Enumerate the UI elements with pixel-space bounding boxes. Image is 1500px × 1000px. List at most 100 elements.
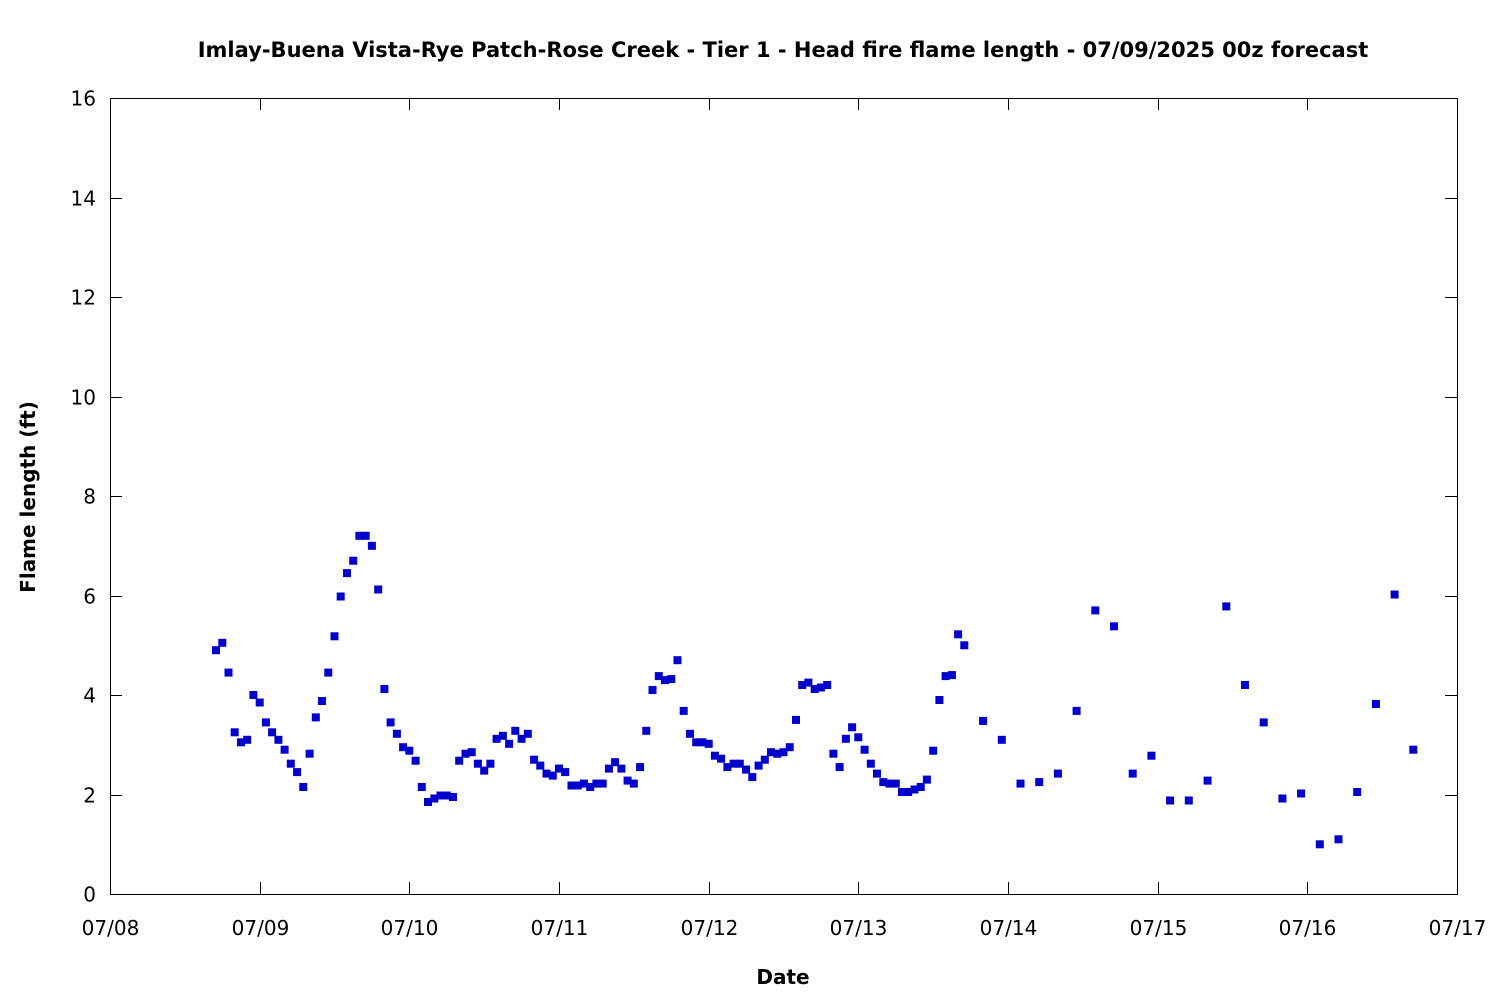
- data-point: [1128, 769, 1137, 778]
- data-point: [530, 755, 539, 764]
- data-point: [1203, 776, 1212, 785]
- data-point: [667, 675, 676, 684]
- data-point: [449, 793, 457, 801]
- data-point: [929, 746, 938, 755]
- data-point: [1166, 796, 1175, 805]
- data-point: [1297, 789, 1306, 798]
- data-point: [561, 768, 570, 777]
- data-point: [792, 715, 800, 724]
- data-point: [816, 683, 825, 692]
- data-point: [455, 756, 464, 765]
- data-point: [579, 779, 588, 788]
- x-tick-label: 07/08: [82, 916, 140, 940]
- data-point: [767, 748, 775, 757]
- y-tick-label: 2: [83, 784, 96, 808]
- x-tick-label: 07/09: [232, 916, 290, 940]
- data-point: [318, 697, 326, 705]
- data-point: [480, 766, 489, 775]
- data-point: [218, 638, 227, 647]
- data-point: [673, 656, 682, 665]
- data-point: [586, 783, 595, 791]
- y-axis: 0 2 4 6 8 10 12 14 16: [71, 87, 1457, 907]
- data-point: [355, 531, 364, 540]
- data-point: [224, 668, 233, 677]
- data-point: [885, 779, 894, 788]
- y-tick-label: 14: [71, 187, 96, 211]
- data-point: [804, 678, 813, 687]
- data-point: [854, 733, 863, 742]
- data-point: [243, 735, 252, 744]
- data-point: [1371, 700, 1380, 708]
- data-point: [461, 749, 470, 758]
- data-point: [467, 748, 476, 757]
- data-point: [567, 781, 576, 790]
- y-tick-label: 16: [71, 87, 96, 111]
- data-point: [891, 779, 900, 788]
- data-point: [424, 798, 432, 806]
- data-point: [729, 759, 738, 768]
- data-point: [910, 785, 919, 794]
- data-point: [1409, 745, 1418, 754]
- data-point: [498, 731, 507, 740]
- data-point: [1241, 681, 1249, 689]
- data-point: [237, 738, 245, 747]
- data-point: [330, 632, 339, 641]
- data-point: [617, 764, 626, 773]
- x-tick-label: 07/14: [980, 916, 1038, 940]
- data-point: [698, 738, 707, 747]
- data-point: [473, 759, 482, 768]
- data-point: [492, 734, 501, 743]
- data-point: [442, 791, 451, 800]
- data-point: [1147, 751, 1156, 760]
- data-point: [954, 630, 963, 639]
- data-point: [511, 726, 520, 735]
- data-point: [1353, 788, 1362, 796]
- data-point: [829, 749, 838, 758]
- y-tick-label: 8: [83, 485, 96, 509]
- x-tick-label: 07/16: [1279, 916, 1337, 940]
- data-point: [598, 779, 607, 788]
- data-series: [212, 531, 1418, 849]
- data-point: [523, 729, 532, 738]
- data-point: [212, 646, 220, 655]
- data-point: [486, 759, 495, 768]
- data-point: [748, 773, 757, 782]
- data-point: [904, 788, 913, 796]
- y-tick-label: 0: [83, 883, 96, 907]
- data-point: [935, 696, 944, 704]
- chart-title: Imlay-Buena Vista-Rye Patch-Rose Creek -…: [198, 38, 1369, 62]
- data-point: [349, 556, 358, 565]
- data-point: [611, 758, 620, 767]
- data-point: [916, 783, 925, 791]
- data-point: [779, 748, 788, 757]
- x-axis-label: Date: [756, 965, 809, 989]
- data-point: [536, 761, 545, 770]
- data-point: [898, 788, 906, 796]
- data-point: [841, 734, 850, 743]
- data-point: [922, 775, 931, 784]
- x-axis: 07/08 07/09 07/10 07/11 07/12 07/13 07/14 07/15…: [82, 98, 1486, 940]
- data-point: [661, 676, 669, 685]
- data-point: [798, 681, 807, 689]
- x-tick-label: 07/12: [681, 916, 739, 940]
- data-point: [573, 781, 582, 790]
- y-tick-label: 4: [83, 684, 96, 708]
- data-point: [692, 738, 701, 747]
- data-point: [1259, 718, 1268, 727]
- data-point: [249, 691, 258, 699]
- data-point: [405, 746, 414, 755]
- data-point: [1315, 840, 1324, 849]
- data-point: [1072, 706, 1081, 715]
- data-point: [704, 739, 713, 748]
- x-tick-label: 07/11: [531, 916, 589, 940]
- data-point: [392, 729, 401, 738]
- data-point: [380, 685, 389, 693]
- data-point: [773, 749, 782, 758]
- data-point: [1110, 622, 1118, 631]
- data-point: [810, 685, 819, 693]
- data-point: [343, 569, 351, 578]
- data-point: [636, 763, 645, 772]
- data-point: [274, 735, 283, 744]
- data-point: [324, 668, 333, 677]
- data-point: [648, 686, 657, 694]
